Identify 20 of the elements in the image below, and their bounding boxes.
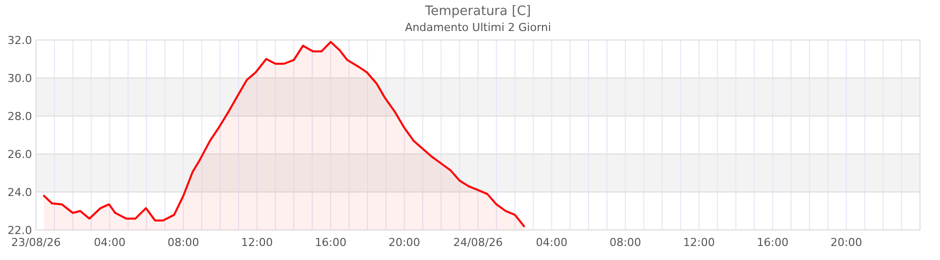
y-tick-label: 24.0 (8, 186, 32, 199)
x-tick-label: 08:00 (609, 236, 642, 249)
x-tick-label: 20:00 (388, 236, 420, 249)
y-tick-label: 22.0 (8, 224, 32, 237)
x-tick-label: 20:00 (830, 236, 862, 249)
y-tick-label: 26.0 (8, 148, 32, 161)
y-tick-label: 28.0 (8, 110, 32, 123)
y-tick-label: 30.0 (8, 72, 32, 85)
x-tick-label: 24/08/26 (453, 236, 503, 249)
x-tick-label: 12:00 (241, 236, 273, 249)
x-tick-label: 16:00 (756, 236, 789, 249)
x-tick-label: 08:00 (167, 236, 200, 249)
chart-title: Temperatura [C] (424, 4, 531, 19)
x-tick-label: 04:00 (94, 236, 126, 249)
chart-subtitle: Andamento Ultimi 2 Giorni (404, 21, 552, 34)
y-tick-label: 32.0 (8, 34, 32, 47)
x-tick-label: 16:00 (314, 236, 347, 249)
x-tick-label: 04:00 (536, 236, 568, 249)
x-tick-label: 12:00 (683, 236, 715, 249)
x-tick-label: 23/08/26 (11, 236, 61, 249)
